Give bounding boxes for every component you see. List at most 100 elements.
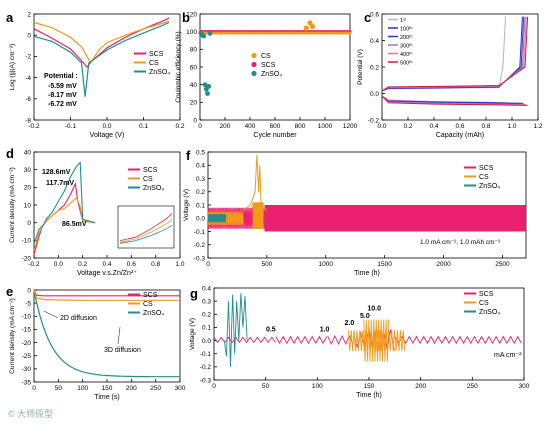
x-axis-label: Time (h) (356, 392, 382, 399)
y-tick-label: 10 (24, 202, 32, 209)
series-band-SCS (264, 205, 526, 232)
panel-letter-a: a (6, 10, 14, 25)
x-tick-label: 0.6 (127, 261, 136, 268)
data-point-ZnSO4 (207, 31, 213, 36)
y-tick-label: 80 (190, 47, 198, 54)
x-tick-label: 1.0 (507, 123, 516, 130)
x-tick-label: 0 (198, 123, 202, 130)
x-tick-label: 50 (55, 385, 63, 392)
series-spike-ZnSO4 (223, 293, 248, 367)
legend-label: ZnSO₄ (261, 71, 282, 78)
annotation-arrow (117, 326, 121, 345)
legend-label: CS (479, 300, 489, 307)
y-tick-label: -0.2 (194, 242, 206, 249)
x-tick-label: 0.2 (78, 261, 87, 268)
series-line-CS (363, 319, 390, 362)
plating-curve (381, 95, 528, 106)
rate-label: 0.5 (266, 326, 276, 333)
data-point-ZnSO4 (202, 82, 208, 88)
y-tick-label: 120 (186, 11, 197, 18)
watermark: © 大师原型 (8, 404, 53, 422)
y-tick-label: 60 (190, 64, 198, 71)
potential-value: -6.72 mV (48, 101, 77, 108)
x-tick-label: 0.2 (403, 123, 412, 130)
x-tick-label: 150 (364, 383, 375, 390)
x-tick-label: 300 (519, 383, 530, 390)
y-tick-label: 30 (24, 167, 32, 174)
y-tick-label: 0.6 (370, 11, 379, 18)
annotation-3d: 3D diffusion (104, 347, 141, 354)
x-tick-label: 0 (206, 261, 210, 268)
x-tick-label: 2500 (495, 261, 510, 268)
series-line-SCS (33, 181, 95, 255)
panel-letter-b: b (182, 10, 190, 25)
x-tick-label: 1.0 (175, 261, 184, 268)
legend-label: 400ᵗʰ (400, 51, 413, 58)
panel-letter-e: e (6, 284, 13, 299)
x-tick-label: 0.8 (481, 123, 490, 130)
data-point-CS (348, 31, 352, 35)
x-tick-label: 250 (467, 383, 478, 390)
y-tick-label: 0.4 (202, 285, 211, 292)
x-tick-label: 2000 (436, 261, 451, 268)
legend-label: SCS (143, 167, 158, 174)
series-spike-CS (243, 154, 268, 211)
y-axis-label: Current density (mA cm⁻²) (9, 167, 16, 243)
rate-label: 1.0 (320, 326, 330, 333)
x-tick-label: 1500 (377, 261, 392, 268)
x-tick-label: 200 (126, 385, 137, 392)
x-tick-label: 200 (415, 383, 426, 390)
x-tick-label: 500 (261, 261, 272, 268)
legend-label: CS (143, 301, 153, 308)
series-line-SCS (394, 335, 522, 345)
y-tick-label: 100 (186, 29, 197, 36)
y-tick-label: -5 (25, 300, 31, 307)
y-axis-label: Voltage (V) (183, 189, 190, 221)
series-line-CS (252, 202, 264, 229)
legend-marker (251, 52, 257, 59)
y-tick-label: -0.1 (194, 229, 206, 236)
y-tick-label: -20 (22, 340, 32, 347)
legend-label: ZnSO₄ (479, 309, 500, 316)
series-line-SCS (275, 335, 327, 345)
y-tick-label: 0.1 (202, 325, 211, 332)
legend-label: 100ᵗʰ (400, 26, 413, 33)
x-tick-label: 0.0 (54, 261, 63, 268)
y-tick-label: 0 (27, 287, 31, 294)
x-tick-label: 0.0 (102, 123, 111, 130)
y-tick-label: -0.1 (200, 351, 212, 358)
x-axis-label: Voltage (V) (90, 132, 125, 139)
y-tick-label: 0.5 (196, 149, 205, 156)
y-tick-label: -0.2 (368, 117, 380, 124)
x-tick-label: 0.6 (455, 123, 464, 130)
potential-title: Potential : (44, 73, 78, 80)
y-tick-label: -20 (22, 255, 32, 262)
y-tick-label: 40 (190, 82, 198, 89)
y-axis-label: Coulombic efficiency (%) (175, 31, 182, 102)
x-tick-label: 1000 (318, 123, 333, 130)
legend-label: SCS (143, 292, 158, 299)
data-point-ZnSO4 (206, 84, 212, 89)
watermark-text: © 大师原型 (8, 409, 54, 419)
x-axis-label: Time (s) (94, 394, 119, 401)
x-tick-label: 400 (245, 123, 256, 130)
x-axis-label: Cycle number (253, 132, 297, 139)
y-tick-label: 0.2 (202, 312, 211, 319)
legend-label: SCS (149, 51, 164, 58)
legend-label: ZnSO₄ (479, 183, 500, 190)
legend-label: CS (149, 60, 159, 67)
legend-label: CS (143, 176, 153, 183)
potential-value: -8.17 mV (48, 92, 77, 99)
data-point-CS (309, 23, 316, 29)
data-point-CS (303, 25, 309, 31)
inset-line-ZnSO4 (119, 224, 173, 244)
y-axis-label: Potential (V) (357, 49, 364, 85)
x-tick-label: -0.1 (65, 123, 77, 130)
y-tick-label: 0.4 (370, 38, 379, 45)
annotation-2d: 2D diffusion (60, 315, 97, 322)
x-tick-label: 250 (150, 385, 161, 392)
x-tick-label: -0.2 (28, 261, 40, 268)
x-tick-label: 0.4 (102, 261, 111, 268)
y-axis-label: Voltage (V) (189, 318, 196, 350)
